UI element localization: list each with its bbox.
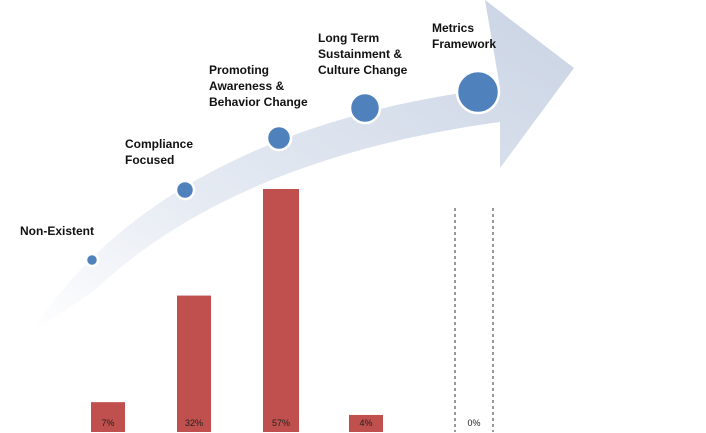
value-label-long-term-sustainment-culture-change: 4%: [359, 418, 372, 428]
stage-label-metrics-framework: Metrics Framework: [432, 21, 496, 51]
marker-non-existent: [84, 252, 100, 268]
stage-label-line: Behavior Change: [209, 95, 308, 109]
stage-label-line: Long Term: [318, 31, 379, 45]
stage-label-compliance-focused: Compliance Focused: [125, 137, 193, 167]
marker-long-term-sustainment-culture-change: [348, 91, 382, 125]
stage-label-line: Non-Existent: [20, 224, 94, 238]
stage-label-line: Culture Change: [318, 63, 408, 77]
value-labels: 7% 32% 57% 4% 0%: [101, 418, 480, 428]
maturity-arrow: [30, 0, 574, 335]
stage-label-line: Focused: [125, 153, 174, 167]
marker-promoting-awareness-behavior-change: [265, 124, 293, 152]
stage-label-non-existent: Non-Existent: [20, 224, 94, 238]
stage-label-line: Sustainment &: [318, 47, 402, 61]
bar-compliance-focused: [177, 295, 211, 432]
stage-label-line: Metrics: [432, 21, 474, 35]
marker-compliance-focused: [174, 179, 196, 201]
stage-label-promoting-awareness-behavior-change: Promoting Awareness & Behavior Change: [209, 63, 308, 109]
bar-series: [91, 189, 494, 432]
stage-label-long-term-sustainment-culture-change: Long Term Sustainment & Culture Change: [318, 31, 408, 77]
marker-metrics-framework: [455, 69, 501, 115]
bar-long-term-sustainment-culture-change: [349, 414, 383, 432]
stage-label-line: Awareness &: [209, 79, 284, 93]
stage-label-line: Promoting: [209, 63, 269, 77]
stage-label-line: Compliance: [125, 137, 193, 151]
value-label-non-existent: 7%: [101, 418, 114, 428]
stage-label-line: Framework: [432, 37, 496, 51]
stage-labels: Non-Existent Compliance Focused Promoting Aw…: [20, 21, 496, 238]
value-label-compliance-focused: 32%: [185, 418, 203, 428]
stage-markers: [84, 69, 501, 268]
value-label-promoting-awareness-behavior-change: 57%: [272, 418, 290, 428]
bar-promoting-awareness-behavior-change: [263, 189, 299, 432]
bar-non-existent: [91, 402, 125, 432]
value-label-metrics-framework: 0%: [467, 418, 480, 428]
